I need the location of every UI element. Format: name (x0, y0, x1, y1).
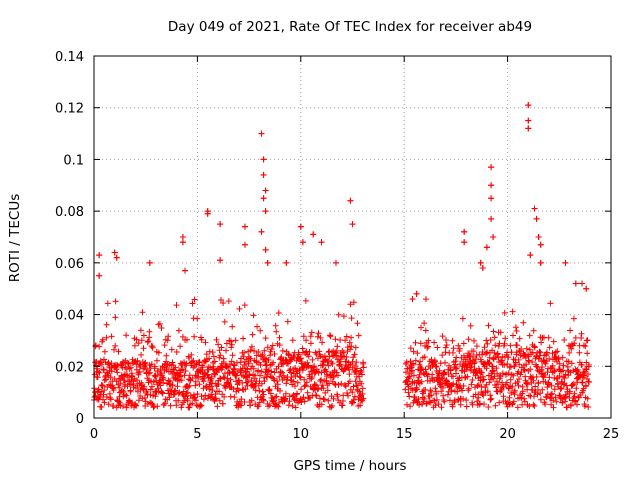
roti-point (96, 252, 103, 259)
y-tick-label: 0.02 (55, 360, 84, 375)
roti-point (113, 254, 120, 261)
y-tick-label: 0.12 (55, 102, 84, 117)
roti-point (179, 239, 186, 246)
roti-point (217, 221, 224, 228)
y-tick-label: 0.14 (55, 50, 84, 65)
roti-point (241, 241, 248, 248)
roti-point (488, 195, 495, 202)
x-axis-label: GPS time / hours (293, 458, 406, 474)
roti-point (262, 246, 269, 253)
roti-point (264, 259, 271, 266)
roti-point-cloud (91, 102, 593, 411)
roti-point (579, 280, 586, 287)
y-tick-label: 0.08 (55, 205, 84, 220)
x-tick-label: 20 (499, 427, 516, 442)
roti-point (531, 205, 538, 212)
roti-point (490, 234, 497, 240)
roti-point (479, 265, 486, 272)
roti-point (347, 197, 354, 204)
roti-point (299, 239, 306, 246)
roti-point (527, 252, 534, 259)
plot-frame (93, 55, 612, 419)
roti-point (525, 102, 532, 109)
chart-title: Day 049 of 2021, Rate Of TEC Index for r… (168, 19, 532, 35)
roti-point (146, 259, 153, 266)
roti-point (572, 280, 579, 287)
roti-point (525, 125, 532, 132)
roti-point (488, 182, 495, 189)
x-tick-label: 0 (90, 427, 98, 442)
y-tick-label: 0.04 (55, 309, 84, 324)
roti-point (258, 130, 265, 137)
roti-point (318, 239, 325, 246)
roti-point (562, 259, 569, 266)
y-axis-label: ROTI / TECUs (7, 194, 23, 282)
roti-point (409, 296, 416, 303)
roti-point (533, 215, 540, 222)
roti-point (179, 234, 186, 240)
roti-point (297, 223, 304, 230)
roti-point (525, 117, 532, 124)
roti-point (461, 228, 468, 235)
roti-point (258, 228, 265, 235)
grid-lines (94, 56, 611, 418)
roti-point (96, 272, 103, 279)
roti-point (413, 290, 420, 297)
roti-point (260, 195, 267, 202)
roti-point (461, 239, 468, 246)
roti-point (483, 244, 490, 251)
roti-point (488, 215, 495, 222)
roti-point (477, 259, 484, 266)
x-tick-label: 15 (396, 427, 413, 442)
roti-point (217, 257, 224, 264)
roti-point (111, 249, 118, 256)
roti-point (260, 156, 267, 163)
y-tick-label: 0.1 (63, 153, 84, 168)
axis-ticks: 0 5 10 15 20 25 0 0.02 0.04 0.06 0.08 0.1 0.12 0.14 (55, 50, 619, 442)
roti-point (332, 259, 339, 266)
roti-point (349, 221, 356, 228)
y-tick-label: 0 (76, 412, 84, 427)
roti-point (535, 234, 542, 240)
x-tick-label: 25 (603, 427, 620, 442)
x-tick-label: 10 (293, 427, 310, 442)
roti-point (262, 187, 269, 194)
roti-point (488, 164, 495, 171)
roti-point (283, 259, 290, 266)
data-points (91, 102, 593, 411)
roti-point (537, 259, 544, 266)
roti-point (262, 208, 269, 215)
roti-point (181, 267, 188, 274)
x-tick-label: 5 (193, 427, 201, 442)
roti-point (260, 171, 267, 178)
roti-point (204, 210, 211, 217)
roti-point (537, 241, 544, 248)
y-tick-label: 0.06 (55, 257, 84, 272)
roti-point (583, 285, 590, 292)
roti-point (310, 231, 317, 238)
roti-point (241, 223, 248, 230)
